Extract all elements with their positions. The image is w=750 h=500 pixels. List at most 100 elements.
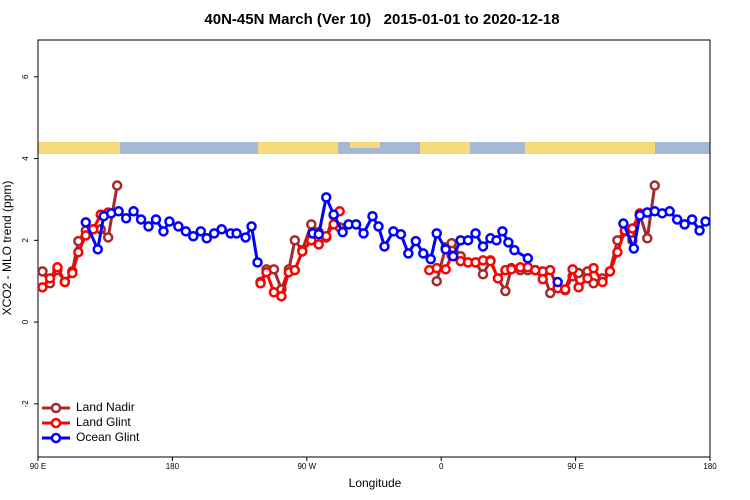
data-point (231, 228, 242, 239)
data-point (350, 219, 362, 230)
data-point (582, 273, 593, 284)
data-point (664, 206, 675, 217)
data-point (320, 192, 332, 203)
data-point (612, 246, 623, 258)
data-point (201, 233, 212, 244)
legend-marker (50, 402, 62, 414)
land-mask (38, 142, 710, 154)
data-point (537, 273, 548, 285)
data-point (111, 180, 123, 191)
data-point (143, 221, 154, 232)
x-axis-label: Longitude (349, 476, 402, 490)
data-point (358, 228, 369, 239)
y-tick-label: -2 (21, 400, 30, 408)
data-point (446, 237, 457, 249)
data-point (642, 233, 653, 244)
data-point (492, 273, 504, 284)
data-point (128, 206, 139, 217)
data-point (173, 221, 184, 232)
data-point (649, 180, 660, 191)
land-band (420, 142, 470, 154)
data-point (92, 244, 103, 255)
data-point (59, 276, 71, 288)
data-point (289, 235, 301, 246)
data-point (544, 264, 556, 276)
data-point (135, 214, 147, 225)
data-point (618, 218, 629, 229)
y-axis-label: XCO2 - MLO trend (ppm) (0, 181, 14, 316)
data-point (485, 255, 496, 267)
data-point (700, 216, 711, 227)
x-tick-label: 180 (166, 462, 180, 471)
data-point (313, 228, 324, 240)
data-point (431, 228, 442, 239)
data-point (477, 241, 489, 252)
data-point (559, 284, 571, 295)
data-point (164, 216, 175, 227)
data-point (447, 251, 459, 262)
data-point (297, 246, 308, 257)
chart-title: 40N-45N March (Ver 10) 2015-01-01 to 202… (204, 11, 559, 28)
data-point (530, 264, 541, 276)
legend-label: Land Glint (76, 415, 131, 429)
data-point (431, 262, 442, 274)
data-point (208, 228, 220, 239)
data-point (470, 228, 481, 239)
data-point (604, 266, 616, 277)
data-point (440, 264, 451, 275)
data-point (506, 264, 517, 275)
data-point (679, 219, 690, 230)
x-tick-label: 90 E (567, 462, 583, 471)
data-point (367, 210, 378, 222)
data-point (491, 235, 502, 246)
data-point (671, 214, 683, 225)
y-tick-label: 6 (21, 74, 30, 79)
data-point (379, 241, 390, 252)
data-point (440, 244, 451, 255)
data-point (588, 262, 599, 274)
data-point (431, 275, 442, 287)
data-point (597, 276, 608, 288)
series-line (41, 185, 657, 296)
data-point (425, 253, 436, 265)
data-point (477, 269, 489, 280)
data-point (195, 226, 207, 237)
data-point (686, 214, 698, 225)
x-tick-label: 0 (439, 462, 444, 471)
y-tick-label: 4 (21, 156, 30, 161)
data-point (573, 282, 584, 293)
data-point (509, 244, 520, 256)
data-point (102, 232, 114, 243)
data-point (268, 286, 280, 298)
data-point (503, 237, 514, 248)
legend-label: Land Nadir (76, 400, 135, 414)
data-point (337, 226, 348, 238)
data-point (120, 212, 132, 224)
land-band (258, 142, 338, 154)
data-point (261, 266, 272, 278)
data-point (255, 278, 266, 289)
data-point (403, 248, 414, 259)
data-point (150, 214, 162, 225)
data-point (462, 235, 474, 246)
data-point (276, 291, 287, 302)
x-tick-label: 90 W (297, 462, 316, 471)
data-point (113, 206, 124, 217)
data-point (180, 226, 192, 237)
data-point (628, 243, 640, 254)
data-point (552, 276, 563, 288)
x-tick-label: 90 E (30, 462, 46, 471)
land-band (525, 142, 655, 154)
land-band (350, 142, 380, 148)
data-point (44, 273, 56, 284)
data-point (627, 223, 638, 234)
data-point (188, 230, 199, 242)
data-point (240, 232, 251, 243)
legend-marker (50, 417, 62, 429)
data-point (37, 282, 48, 293)
plot-frame (37, 39, 711, 458)
legend-label: Ocean Glint (76, 430, 140, 444)
y-tick-label: 0 (21, 319, 30, 324)
data-point (158, 226, 169, 237)
data-point (80, 217, 92, 228)
